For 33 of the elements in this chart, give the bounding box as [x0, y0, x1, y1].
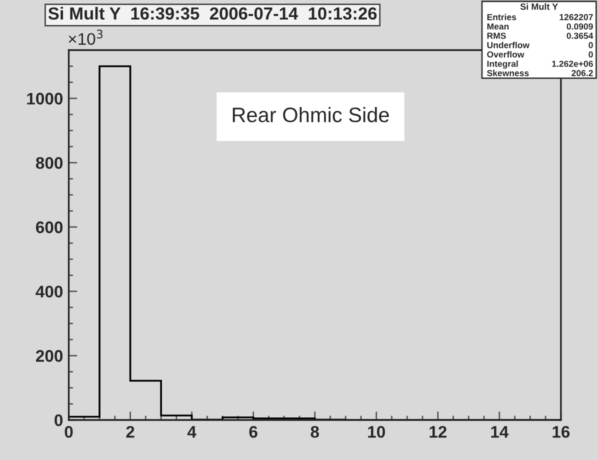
text: 0.0909 [566, 23, 593, 30]
text: ×10$^{3}$ [68, 30, 102, 45]
text: 0 [588, 42, 593, 48]
annotation: Overflow [487, 51, 524, 58]
text: Mean [487, 23, 509, 30]
text: Si Mult Y [520, 3, 558, 10]
x-tick-label: 8 [310, 426, 319, 438]
x-tick-label: 2 [126, 426, 134, 438]
chart-title: Si Mult Y 16:39:35 2006-07-14 10:13:26 [48, 6, 377, 20]
y-tick-label: 800 [36, 157, 63, 169]
x-tick-label: 14 [491, 426, 509, 438]
x-tick-label: 0 [64, 426, 73, 438]
x-tick-label: 4 [187, 426, 196, 438]
y-tick-label: 1000 [27, 92, 63, 105]
text: Entries [487, 14, 516, 20]
annotation: Skewness [487, 70, 529, 76]
x-tick-label: 16 [552, 426, 570, 438]
text: RMS [487, 32, 506, 39]
x-tick-label: 12 [430, 426, 446, 438]
text: Underflow [487, 42, 530, 48]
y-tick-label: 600 [36, 221, 63, 234]
annotation: 1.262e+06 [552, 60, 593, 67]
y-tick-label: 0 [54, 414, 63, 426]
annotation: Rear Ohmic Side [232, 107, 389, 122]
text: 206.2 [572, 70, 593, 76]
x-tick-label: 10 [368, 426, 385, 438]
y-tick-label: 200 [36, 350, 63, 362]
y-tick-label: 400 [36, 286, 63, 298]
text: 0.3654 [566, 32, 594, 39]
x-tick-label: 6 [249, 426, 258, 438]
text: 0 [588, 51, 593, 58]
text: 1262207 [560, 14, 593, 20]
annotation: Integral [487, 60, 518, 69]
